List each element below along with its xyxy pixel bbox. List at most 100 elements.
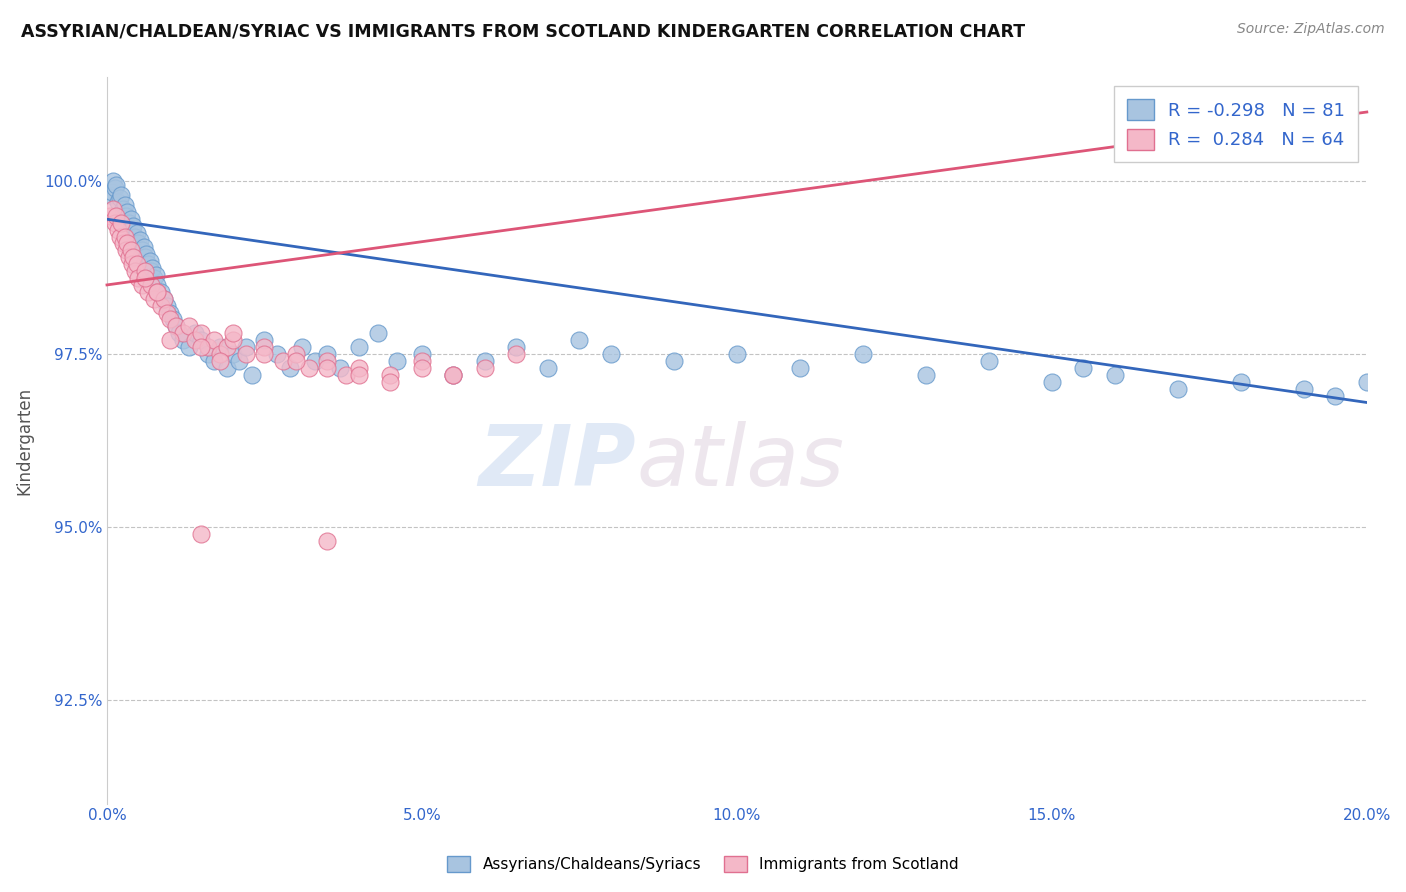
Point [127,226,149,240]
Point [114,198,136,212]
Point [725,347,748,361]
Point [228,354,250,368]
Point [789,360,811,375]
Point [297,360,319,375]
Point [347,340,370,354]
Point [1355,375,1378,389]
Point [114,229,136,244]
Point [1104,368,1126,382]
Point [1292,382,1315,396]
Legend: Assyrians/Chaldeans/Syriacs, Immigrants from Scotland: Assyrians/Chaldeans/Syriacs, Immigrants … [440,848,966,880]
Point [177,340,200,354]
Point [156,305,179,319]
Point [222,326,245,341]
Point [915,368,938,382]
Point [505,347,527,361]
Point [105,178,128,192]
Point [165,319,187,334]
Point [98,188,121,202]
Point [184,326,207,341]
Point [441,368,464,382]
Point [1167,382,1189,396]
Y-axis label: Kindergarten: Kindergarten [15,386,32,494]
Point [197,340,219,354]
Point [156,299,179,313]
Point [120,244,142,258]
Point [149,299,172,313]
Point [139,264,162,278]
Point [111,236,134,251]
Point [141,260,163,275]
Point [209,354,232,368]
Point [110,216,132,230]
Text: ASSYRIAN/CHALDEAN/SYRIAC VS IMMIGRANTS FROM SCOTLAND KINDERGARTEN CORRELATION CH: ASSYRIAN/CHALDEAN/SYRIAC VS IMMIGRANTS F… [21,22,1025,40]
Point [127,257,149,271]
Point [273,354,295,368]
Point [329,360,352,375]
Point [184,333,207,347]
Point [108,191,131,205]
Point [146,285,169,299]
Point [122,219,145,234]
Point [335,368,357,382]
Point [253,340,276,354]
Point [537,360,560,375]
Text: Source: ZipAtlas.com: Source: ZipAtlas.com [1237,22,1385,37]
Point [202,333,225,347]
Point [190,340,212,354]
Point [146,285,169,299]
Point [105,209,128,223]
Point [107,194,129,209]
Point [121,257,143,271]
Point [159,333,181,347]
Point [253,333,276,347]
Point [222,333,245,347]
Point [139,277,162,292]
Point [190,326,212,341]
Point [505,340,527,354]
Point [380,368,402,382]
Point [316,360,339,375]
Point [215,340,238,354]
Point [128,233,150,247]
Point [107,222,129,236]
Point [139,253,162,268]
Point [852,347,875,361]
Point [441,368,464,382]
Point [136,257,159,271]
Legend: R = -0.298   N = 81, R =  0.284   N = 64: R = -0.298 N = 81, R = 0.284 N = 64 [1114,87,1358,162]
Point [411,354,433,368]
Point [347,368,370,382]
Point [159,305,181,319]
Point [172,326,194,341]
Point [253,347,276,361]
Point [115,209,138,223]
Point [136,285,159,299]
Point [600,347,623,361]
Point [145,268,167,282]
Point [1230,375,1253,389]
Point [165,319,187,334]
Point [134,264,156,278]
Point [108,229,131,244]
Point [316,347,339,361]
Point [152,292,174,306]
Point [111,202,134,216]
Point [367,326,389,341]
Point [124,229,146,244]
Text: ZIP: ZIP [478,421,636,504]
Point [441,368,464,382]
Point [134,271,156,285]
Point [103,202,125,216]
Point [131,277,153,292]
Point [190,527,212,541]
Point [411,360,433,375]
Point [124,264,146,278]
Point [222,347,245,361]
Point [146,277,169,292]
Point [131,244,153,258]
Point [215,360,238,375]
Point [169,326,191,341]
Point [316,533,339,548]
Point [1324,388,1347,402]
